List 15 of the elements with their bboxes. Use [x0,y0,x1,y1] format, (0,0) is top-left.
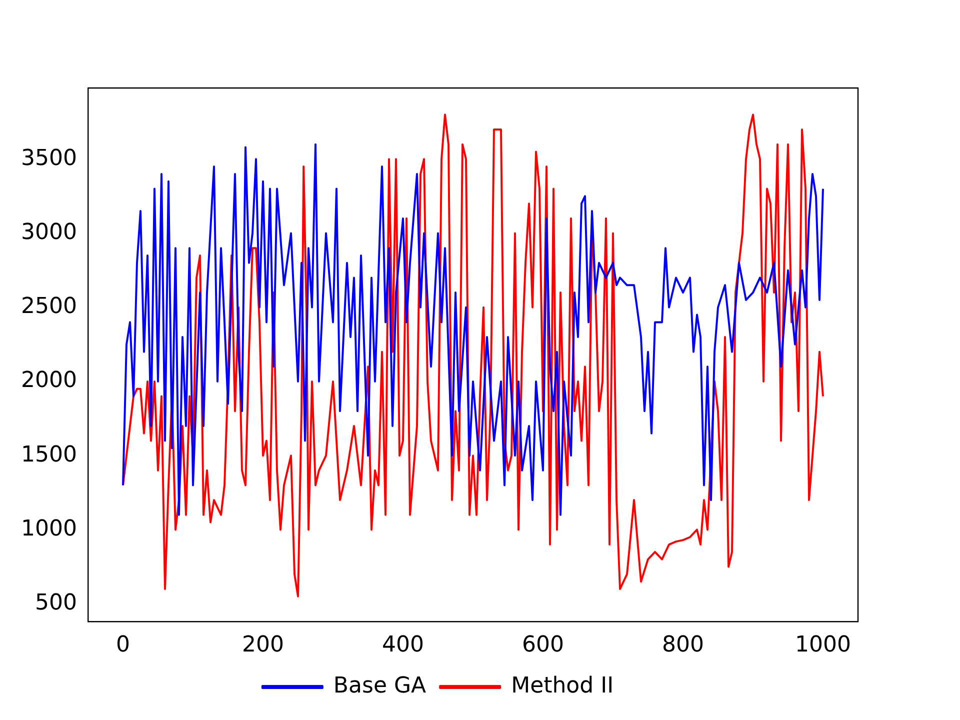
x-tick-label: 600 [522,632,564,658]
y-tick-label: 1000 [20,516,77,542]
y-tick-label: 2000 [20,368,77,394]
y-tick-label: 3000 [20,220,77,245]
x-tick-label: 1000 [795,632,851,658]
y-tick-label: 3500 [20,146,77,171]
y-tick-label: 2500 [20,294,77,320]
x-tick-label: 0 [116,632,130,658]
x-tick-label: 400 [382,632,424,658]
x-tick-label: 800 [662,632,704,658]
x-tick-label: 200 [242,632,284,658]
y-tick-label: 1500 [20,442,77,468]
legend-label: Method II [511,674,614,699]
legend-label: Base GA [333,674,426,699]
y-tick-label: 500 [34,590,77,616]
